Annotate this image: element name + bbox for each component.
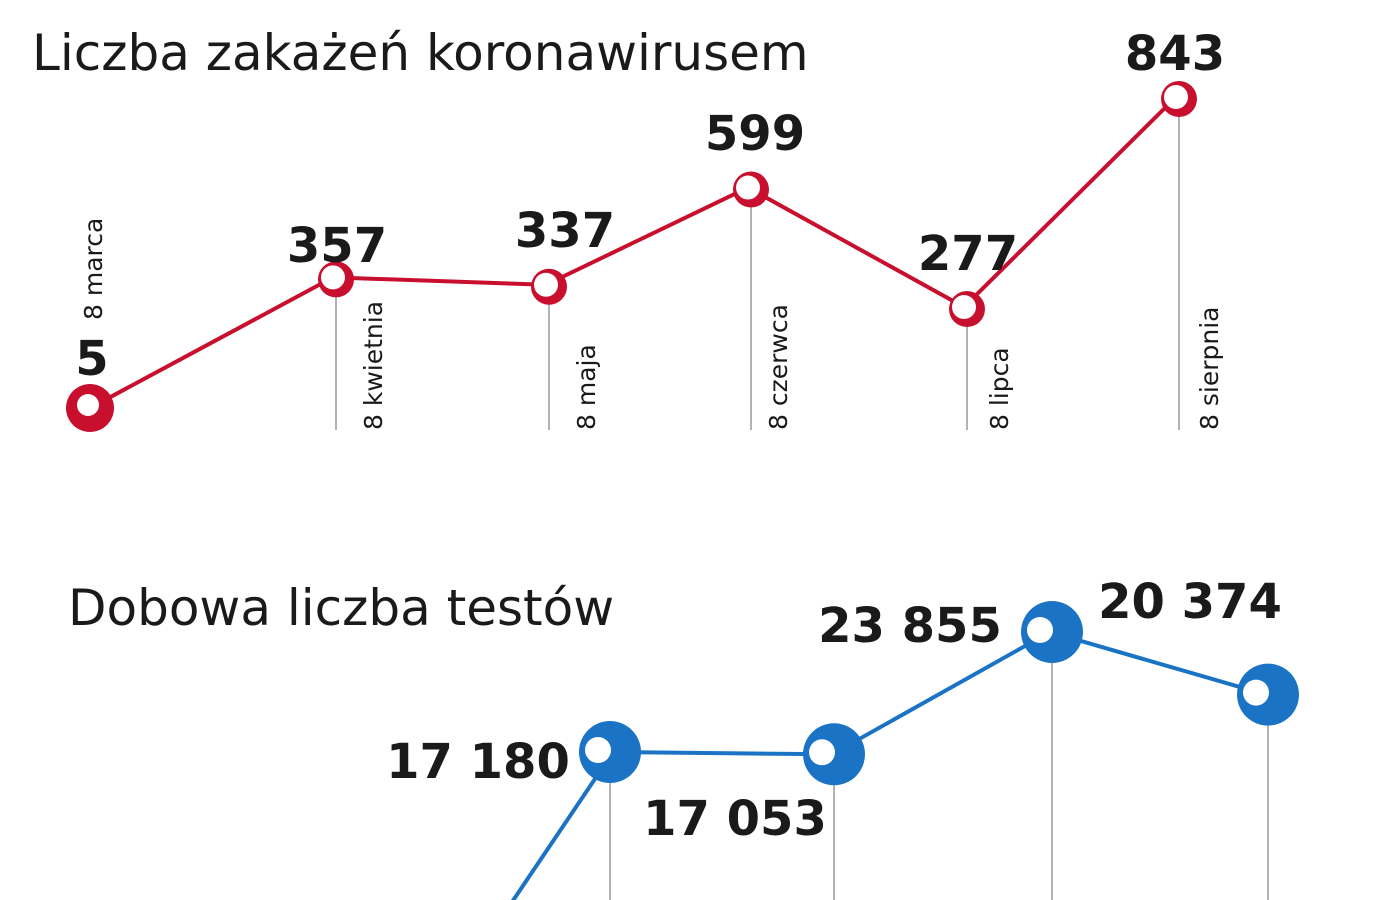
data-label: 20 374 — [1098, 574, 1282, 630]
x-tick-label: 8 sierpnia — [1195, 307, 1224, 430]
data-label: 357 — [287, 218, 387, 274]
data-label: 23 855 — [818, 598, 1002, 654]
series-line — [89, 95, 1178, 410]
data-point-inner — [585, 737, 611, 763]
data-label: 17 053 — [643, 791, 827, 847]
series-line-incoming — [510, 765, 605, 900]
data-label: 5 — [75, 331, 108, 387]
data-point-inner — [321, 265, 345, 290]
data-label: 277 — [918, 226, 1018, 282]
data-point-inner — [1243, 679, 1269, 706]
x-tick-label: 8 marca — [79, 218, 108, 320]
data-label: 599 — [705, 106, 805, 162]
data-label: 337 — [515, 203, 615, 259]
data-point-inner — [534, 272, 558, 297]
x-tick-label: 8 kwietnia — [359, 301, 388, 430]
data-point-inner — [77, 394, 99, 416]
data-point-inner — [952, 295, 976, 320]
x-tick-label: 8 lipca — [985, 347, 1014, 430]
x-tick-label: 8 czerwca — [764, 304, 793, 430]
data-point-inner — [809, 739, 835, 766]
data-point-inner — [1027, 617, 1053, 643]
data-label: 843 — [1125, 26, 1225, 82]
x-tick-label: 8 maja — [572, 344, 601, 430]
chart-title-tests: Dobowa liczba testów — [68, 579, 614, 637]
data-point-inner — [736, 175, 760, 200]
series-line — [607, 629, 1267, 757]
data-label: 17 180 — [386, 734, 570, 790]
chart-title-infections: Liczba zakażeń koronawirusem — [32, 24, 809, 82]
data-point-inner — [1164, 85, 1188, 109]
